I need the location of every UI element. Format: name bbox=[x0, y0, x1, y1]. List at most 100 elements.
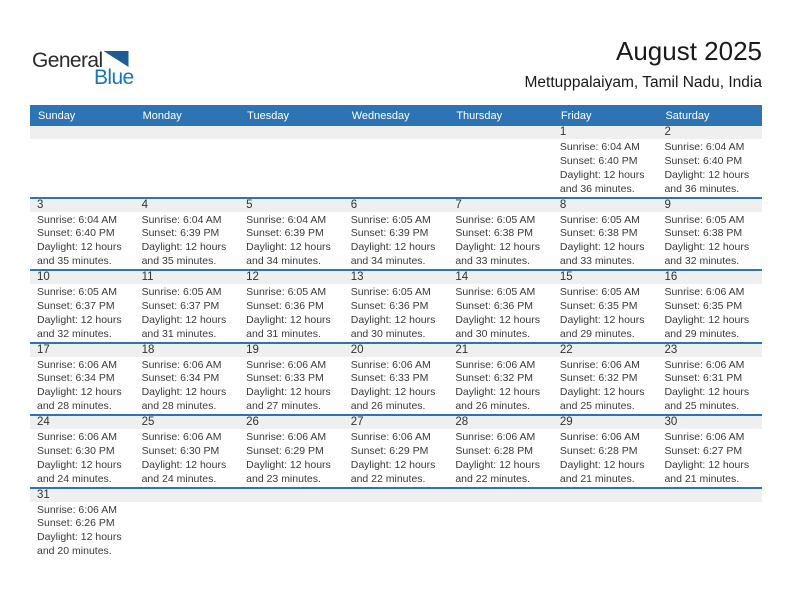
daylight-text: and 26 minutes. bbox=[455, 400, 531, 413]
date-band: 13 bbox=[343, 271, 449, 284]
weekday-header-thursday: Thursday bbox=[456, 109, 503, 122]
logo-text-blue: Blue bbox=[94, 66, 134, 89]
date-number: 21 bbox=[455, 343, 469, 356]
day-cell-27: 27 Sunrise: 6:06 AM Sunset: 6:29 PM Dayligh… bbox=[343, 416, 449, 487]
day-cell-16: 16 Sunrise: 6:06 AM Sunset: 6:35 PM Dayligh… bbox=[657, 271, 763, 342]
date-number: 14 bbox=[455, 271, 469, 283]
date-number: 27 bbox=[350, 416, 364, 428]
logo-top-row: General bbox=[32, 50, 134, 71]
weekday-header-friday: Friday bbox=[560, 109, 592, 122]
day-cell-21: 21 Sunrise: 6:06 AM Sunset: 6:32 PM Dayligh… bbox=[448, 343, 553, 415]
daylight-text: Daylight: 12 hours bbox=[246, 386, 331, 399]
daylight-text: and 27 minutes. bbox=[246, 400, 321, 413]
daylight-text: and 23 minutes. bbox=[246, 472, 321, 485]
day-cell-14: 14 Sunrise: 6:05 AM Sunset: 6:36 PM Dayligh… bbox=[448, 271, 553, 342]
sunrise-text: Sunrise: 6:04 AM bbox=[141, 213, 222, 226]
day-cell-details: Sunrise: 6:05 AM Sunset: 6:36 PM Daylight:… bbox=[448, 284, 553, 342]
date-number: 24 bbox=[37, 416, 50, 428]
day-cell-details: Sunrise: 6:04 AM Sunset: 6:39 PM Daylight:… bbox=[135, 212, 240, 270]
daylight-text: Daylight: 12 hours bbox=[350, 386, 436, 399]
daylight-text: and 25 minutes. bbox=[559, 400, 635, 413]
date-band: 30 bbox=[657, 416, 763, 429]
day-cell-empty bbox=[343, 126, 449, 197]
date-band: 28 bbox=[448, 416, 553, 429]
daylight-text: Daylight: 12 hours bbox=[350, 458, 436, 471]
calendar-week-row: 17 Sunrise: 6:06 AM Sunset: 6:34 PM Dayligh… bbox=[30, 343, 763, 416]
date-band bbox=[448, 126, 553, 139]
daylight-text: Daylight: 12 hours bbox=[664, 313, 750, 326]
sunset-text: Sunset: 6:38 PM bbox=[664, 227, 743, 240]
daylight-text: and 34 minutes. bbox=[246, 255, 321, 268]
daylight-text: and 33 minutes. bbox=[455, 255, 531, 268]
sunset-text: Sunset: 6:36 PM bbox=[350, 299, 429, 312]
date-band: 7 bbox=[448, 198, 553, 212]
weekday-header-monday: Monday bbox=[142, 109, 182, 122]
date-band: 4 bbox=[134, 198, 240, 212]
day-cell-details: Sunrise: 6:06 AM Sunset: 6:27 PM Daylight:… bbox=[657, 429, 762, 487]
sunset-text: Sunset: 6:29 PM bbox=[350, 444, 429, 457]
day-cell-empty bbox=[30, 126, 135, 197]
daylight-text: Daylight: 12 hours bbox=[559, 386, 645, 399]
sunset-text: Sunset: 6:35 PM bbox=[559, 299, 638, 312]
day-cell-8: 8 Sunrise: 6:05 AM Sunset: 6:38 PM Daylight… bbox=[552, 198, 658, 270]
date-number: 7 bbox=[455, 198, 462, 211]
sunrise-text: Sunrise: 6:05 AM bbox=[559, 286, 640, 298]
date-number: 22 bbox=[559, 343, 573, 356]
day-cell-empty bbox=[134, 126, 240, 197]
day-cell-details: Sunrise: 6:06 AM Sunset: 6:32 PM Daylight:… bbox=[553, 357, 658, 415]
weekday-header-wednesday: Wednesday bbox=[351, 109, 410, 122]
date-number: 9 bbox=[664, 198, 671, 211]
sunrise-text: Sunrise: 6:06 AM bbox=[455, 431, 536, 443]
day-cell-details: Sunrise: 6:06 AM Sunset: 6:28 PM Daylight:… bbox=[448, 429, 553, 487]
day-cell-details: Sunrise: 6:06 AM Sunset: 6:29 PM Daylight:… bbox=[344, 429, 449, 487]
date-number: 6 bbox=[350, 198, 358, 211]
sunrise-text: Sunrise: 6:06 AM bbox=[141, 431, 222, 443]
day-cell-29: 29 Sunrise: 6:06 AM Sunset: 6:28 PM Dayligh… bbox=[552, 416, 658, 487]
day-cell-4: 4 Sunrise: 6:04 AM Sunset: 6:39 PM Daylight… bbox=[134, 198, 240, 270]
sunrise-text: Sunrise: 6:06 AM bbox=[350, 358, 431, 371]
calendar-week-row: 3 Sunrise: 6:04 AM Sunset: 6:40 PM Daylight… bbox=[30, 198, 763, 271]
day-cell-details: Sunrise: 6:06 AM Sunset: 6:31 PM Daylight:… bbox=[657, 357, 762, 415]
daylight-text: and 28 minutes. bbox=[37, 400, 112, 413]
sunset-text: Sunset: 6:29 PM bbox=[246, 444, 324, 457]
sunrise-text: Sunrise: 6:06 AM bbox=[37, 358, 117, 371]
daylight-text: Daylight: 12 hours bbox=[664, 168, 750, 181]
date-band: 16 bbox=[657, 271, 763, 284]
day-cell-30: 30 Sunrise: 6:06 AM Sunset: 6:27 PM Dayligh… bbox=[657, 416, 763, 487]
daylight-text: and 22 minutes. bbox=[455, 472, 531, 485]
daylight-text: Daylight: 12 hours bbox=[141, 458, 227, 471]
day-cell-1: 1 Sunrise: 6:04 AM Sunset: 6:40 PM Daylight… bbox=[552, 126, 658, 197]
sunset-text: Sunset: 6:40 PM bbox=[559, 154, 638, 167]
sunrise-text: Sunrise: 6:04 AM bbox=[37, 213, 117, 226]
date-band: 2 bbox=[657, 126, 763, 139]
calendar-week-row: 10 Sunrise: 6:05 AM Sunset: 6:37 PM Dayligh… bbox=[30, 271, 763, 344]
date-band: 9 bbox=[657, 198, 763, 212]
day-cell-details: Sunrise: 6:06 AM Sunset: 6:28 PM Daylight:… bbox=[553, 429, 658, 487]
general-blue-logo: General Blue bbox=[32, 50, 134, 88]
date-band bbox=[30, 126, 135, 139]
date-band bbox=[552, 488, 658, 502]
date-band: 25 bbox=[134, 416, 240, 429]
sunrise-text: Sunrise: 6:05 AM bbox=[455, 286, 536, 298]
daylight-text: and 36 minutes. bbox=[559, 182, 635, 195]
calendar-week-row: 1 Sunrise: 6:04 AM Sunset: 6:40 PM Daylight… bbox=[30, 126, 763, 199]
sunrise-text: Sunrise: 6:04 AM bbox=[664, 141, 745, 153]
sunset-text: Sunset: 6:28 PM bbox=[455, 444, 533, 457]
daylight-text: and 24 minutes. bbox=[141, 472, 217, 485]
date-number: 26 bbox=[246, 416, 259, 428]
sunset-text: Sunset: 6:34 PM bbox=[141, 372, 220, 385]
sunset-text: Sunset: 6:36 PM bbox=[455, 299, 533, 312]
date-number: 10 bbox=[37, 271, 50, 283]
logo-triangle-icon bbox=[103, 51, 129, 67]
daylight-text: Daylight: 12 hours bbox=[37, 241, 122, 254]
sunrise-text: Sunrise: 6:04 AM bbox=[246, 213, 327, 226]
date-number: 31 bbox=[37, 488, 50, 501]
sunset-text: Sunset: 6:33 PM bbox=[350, 372, 429, 385]
day-cell-23: 23 Sunrise: 6:06 AM Sunset: 6:31 PM Dayligh… bbox=[657, 343, 763, 415]
day-cell-31: 31 Sunrise: 6:06 AM Sunset: 6:26 PM Dayligh… bbox=[30, 488, 135, 562]
sunrise-text: Sunrise: 6:05 AM bbox=[246, 286, 327, 298]
date-number: 12 bbox=[246, 271, 259, 283]
date-number: 1 bbox=[559, 126, 567, 138]
date-band bbox=[657, 488, 763, 502]
daylight-text: and 32 minutes. bbox=[664, 255, 740, 268]
